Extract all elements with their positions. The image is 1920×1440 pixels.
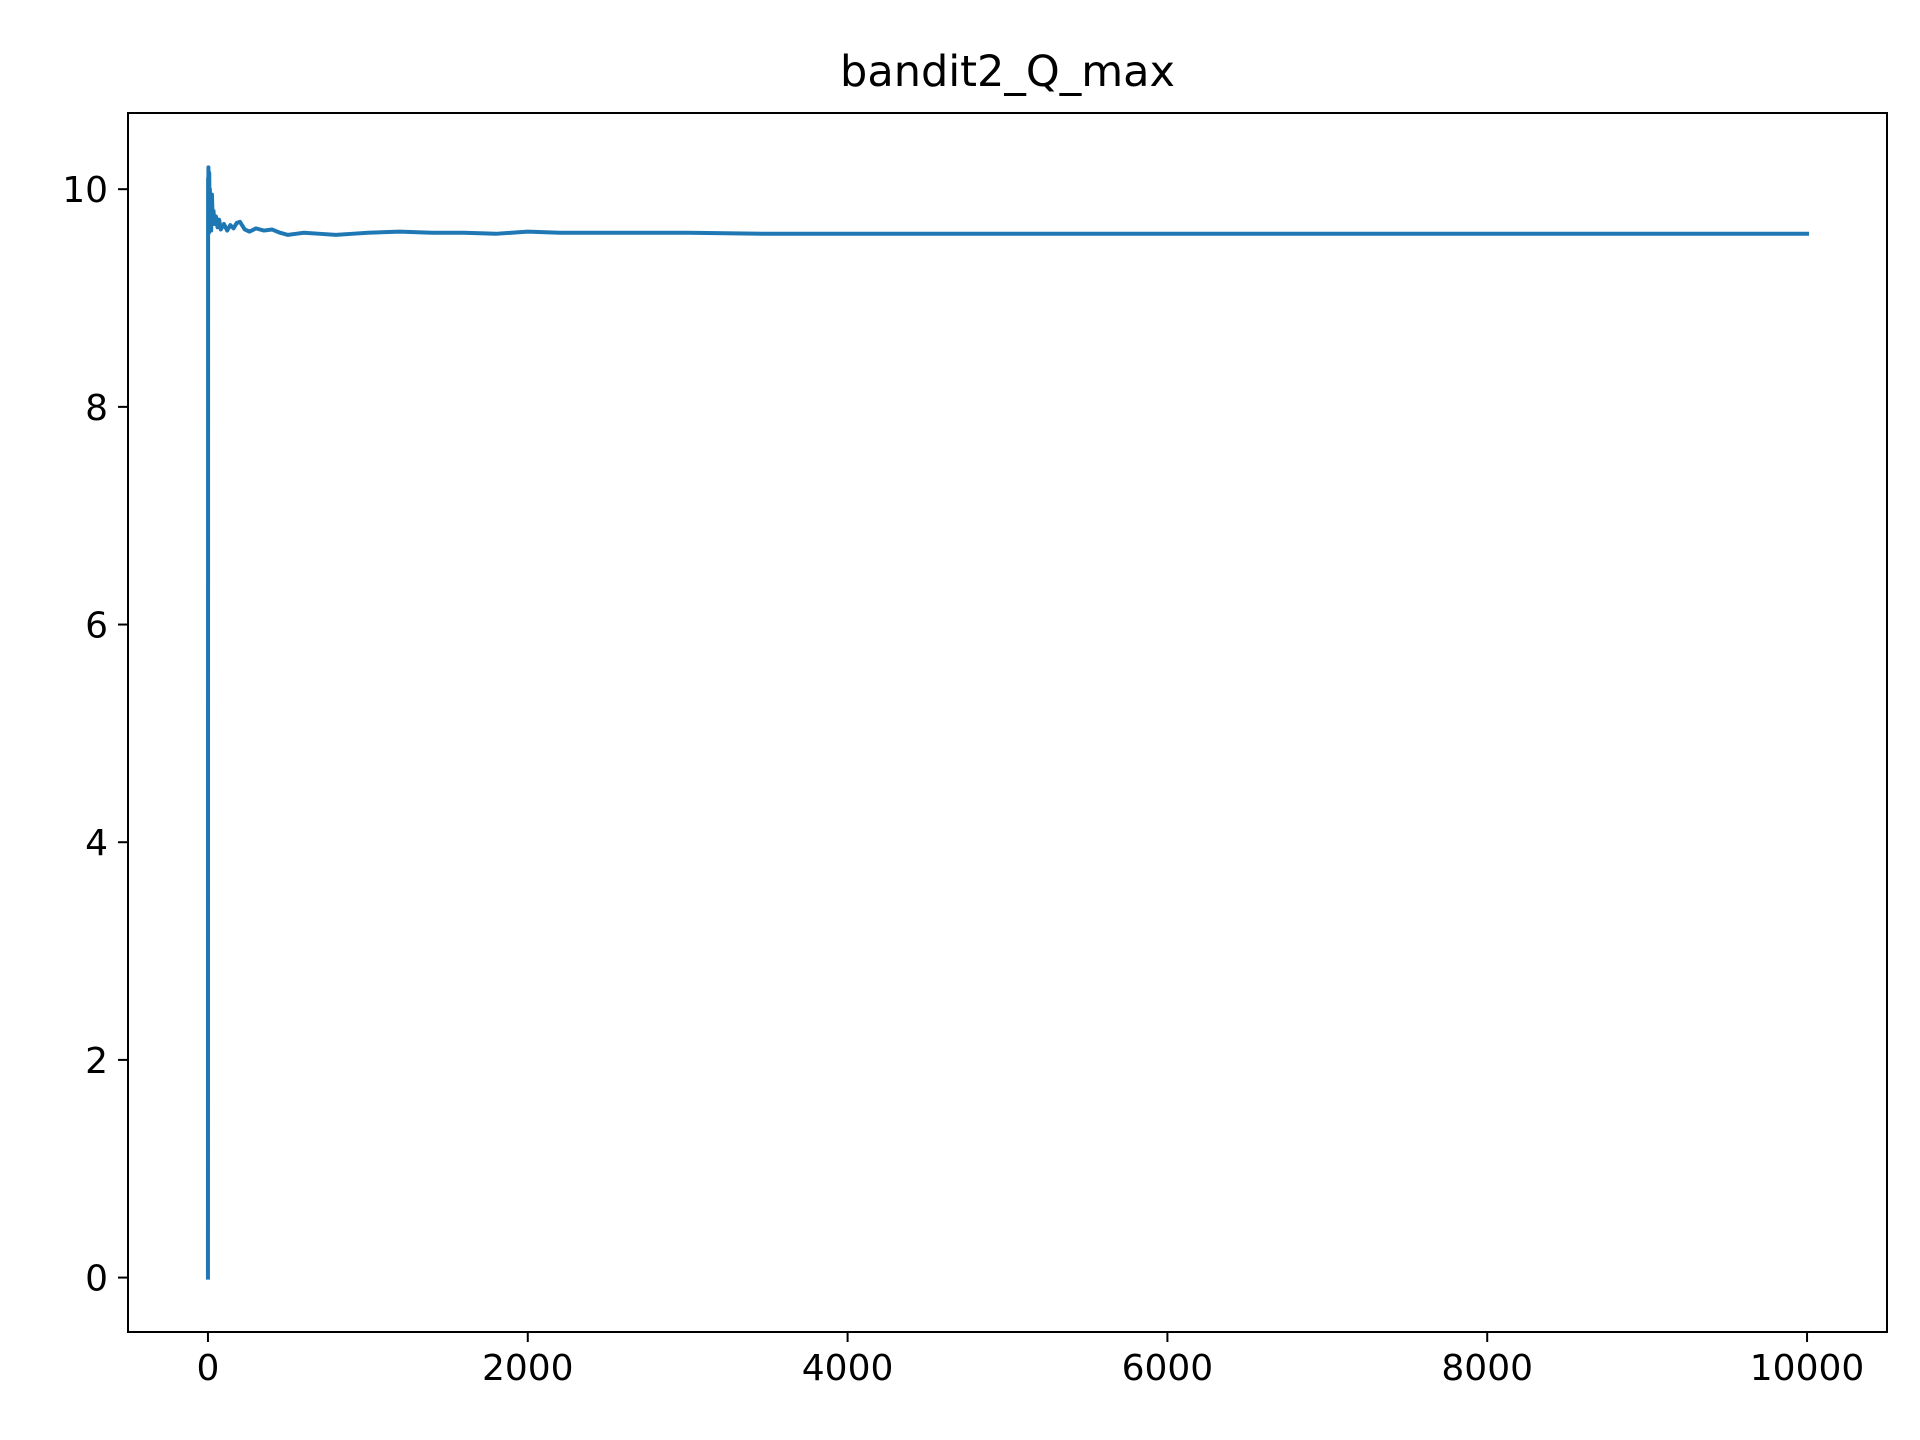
y-tick-label: 8 [85, 388, 108, 429]
plot-area [205, 165, 1810, 1280]
y-tick-label: 10 [62, 170, 108, 211]
chart-title: bandit2_Q_max [840, 47, 1175, 97]
series-line [205, 165, 1810, 1280]
x-tick-label: 10000 [1750, 1348, 1865, 1389]
x-tick-label: 6000 [1122, 1348, 1214, 1389]
y-tick-label: 2 [85, 1041, 108, 1082]
y-tick-label: 0 [85, 1259, 108, 1300]
x-tick-label: 8000 [1441, 1348, 1533, 1389]
y-tick-label: 4 [85, 823, 108, 864]
x-tick-label: 0 [197, 1348, 220, 1389]
y-tick-label: 6 [85, 606, 108, 647]
x-axis: 0 2000 4000 6000 8000 10000 [197, 1332, 1865, 1389]
y-axis: 0 2 4 6 8 10 [62, 170, 128, 1300]
x-tick-label: 2000 [482, 1348, 574, 1389]
x-tick-label: 4000 [802, 1348, 894, 1389]
axes-frame [127, 112, 1888, 1333]
